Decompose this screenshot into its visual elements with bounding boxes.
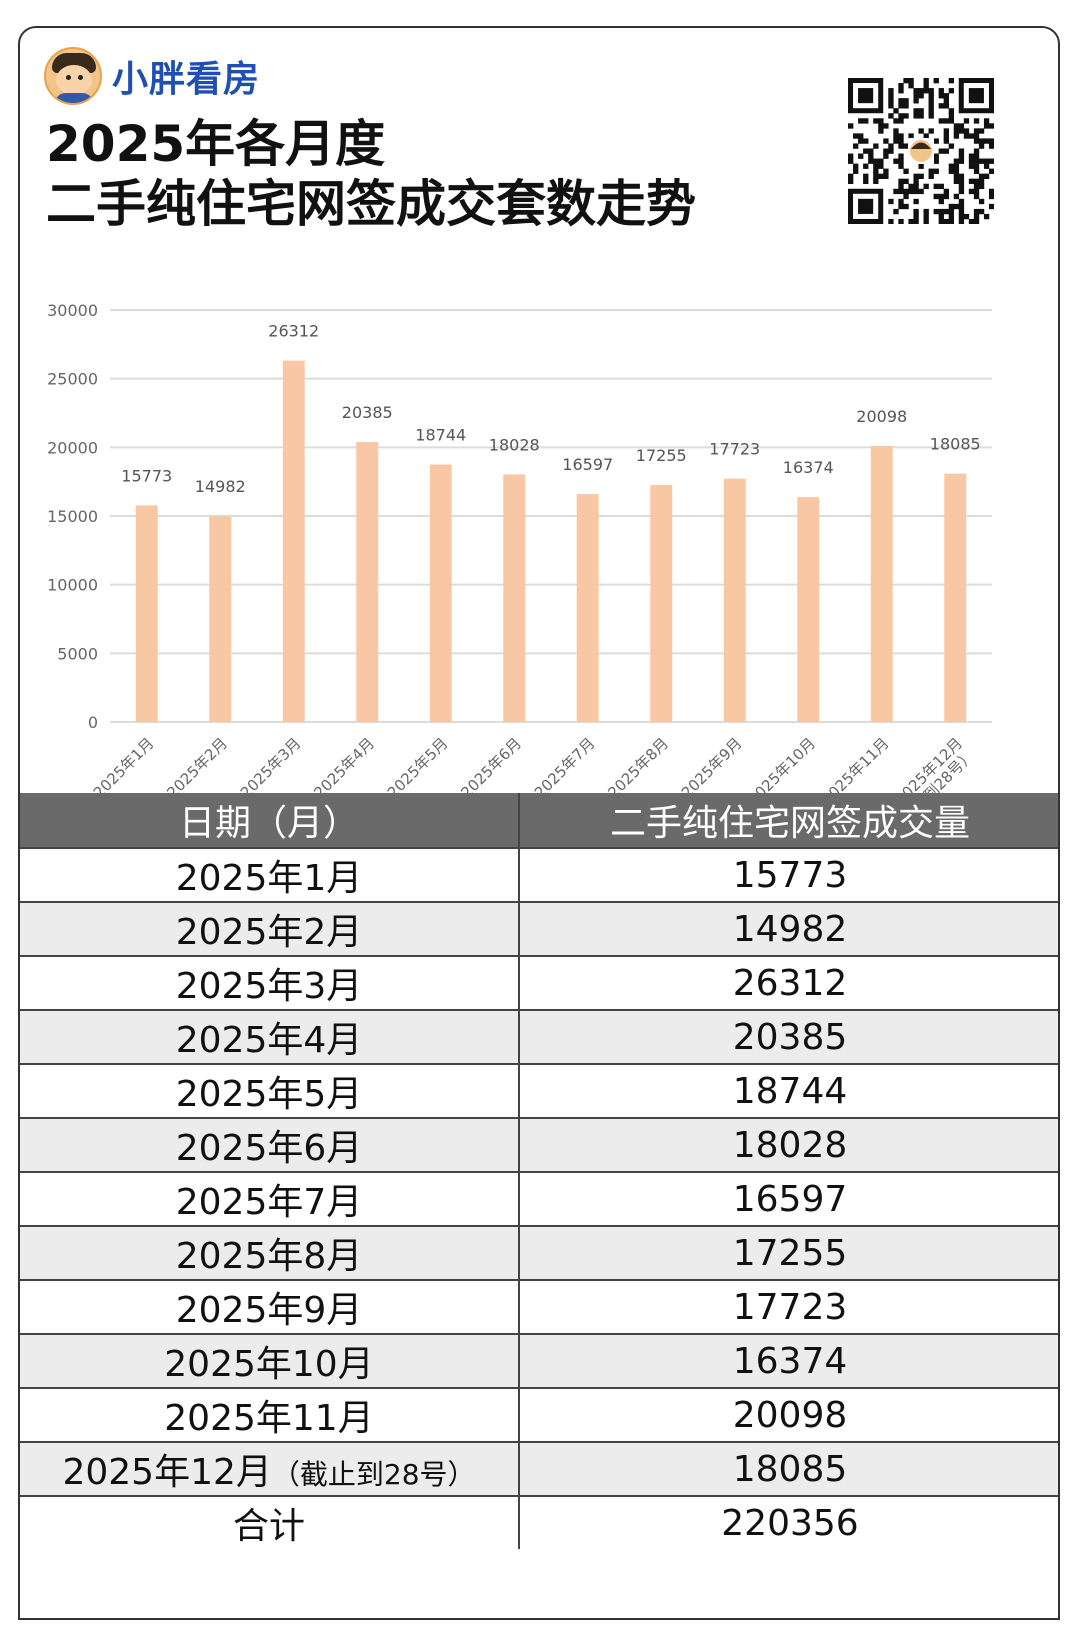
data-label: 18744 [415, 426, 466, 445]
table-row: 2025年1月 15773 [20, 847, 1058, 902]
table-row: 2025年3月 26312 [20, 955, 1058, 1010]
data-label: 17255 [636, 446, 687, 465]
bar [356, 442, 379, 722]
y-tick-label: 20000 [47, 438, 98, 457]
x-tick-label: 2025年12月（截止到28号） [876, 734, 978, 798]
table-row: 2025年11月 20098 [20, 1387, 1058, 1442]
value-cell: 18744 [519, 1063, 1058, 1118]
x-tick-label: 2025年4月 [310, 734, 378, 798]
y-tick-label: 5000 [57, 644, 98, 663]
y-tick-label: 30000 [47, 301, 98, 320]
total-value: 220356 [519, 1495, 1058, 1549]
table-row: 2025年10月 16374 [20, 1333, 1058, 1388]
x-tick-label: 2025年5月 [384, 734, 452, 798]
month-cell: 2025年8月 [20, 1225, 520, 1280]
table-row: 2025年8月 17255 [20, 1225, 1058, 1280]
value-cell: 16374 [519, 1333, 1058, 1388]
table-row: 2025年7月 16597 [20, 1171, 1058, 1226]
total-label: 合计 [20, 1495, 520, 1549]
y-tick-label: 25000 [47, 370, 98, 389]
data-label: 26312 [268, 322, 319, 341]
month-cell: 2025年6月 [20, 1117, 520, 1172]
data-label: 18085 [930, 435, 981, 454]
month-cell: 2025年2月 [20, 901, 520, 956]
value-cell: 20098 [519, 1387, 1058, 1442]
data-label: 18028 [489, 435, 540, 454]
brand: 小胖看房 [44, 46, 260, 106]
month-cell: 2025年1月 [20, 847, 520, 902]
table-header-row: 日期（月） 二手纯住宅网签成交量 [20, 793, 1058, 848]
x-tick-label: 2025年3月 [237, 734, 305, 798]
month-cell: 2025年11月 [20, 1387, 520, 1442]
x-tick-label: 2025年8月 [604, 734, 672, 798]
data-label: 20385 [342, 403, 393, 422]
value-cell: 20385 [519, 1009, 1058, 1064]
value-cell: 26312 [519, 955, 1058, 1010]
brand-name: 小胖看房 [112, 59, 261, 100]
bar [650, 485, 673, 722]
bar [797, 497, 820, 722]
month-cell: 2025年5月 [20, 1063, 520, 1118]
title-line-2: 二手纯住宅网签成交套数走势 [46, 175, 696, 233]
bar [723, 478, 746, 722]
data-label: 20098 [856, 407, 907, 426]
bar [209, 516, 232, 722]
data-label: 14982 [195, 477, 246, 496]
bar [503, 474, 526, 722]
data-label: 16374 [783, 458, 834, 477]
value-cell: 18028 [519, 1117, 1058, 1172]
qr-code-icon [848, 78, 994, 224]
page-title: 2025年各月度 二手纯住宅网签成交套数走势 [46, 114, 696, 234]
x-tick-label: 2025年10月 [745, 734, 819, 798]
table-row: 2025年5月 18744 [20, 1063, 1058, 1118]
value-cell: 14982 [519, 901, 1058, 956]
value-cell: 17723 [519, 1279, 1058, 1334]
title-line-1: 2025年各月度 [46, 115, 386, 173]
data-label: 15773 [121, 466, 172, 485]
bar [944, 473, 967, 722]
chart-canvas: 0 5000 10000 15000 20000 25000 30000 15773 2025年… [47, 301, 992, 798]
value-cell: 18085 [519, 1441, 1058, 1496]
month-cell: 2025年7月 [20, 1171, 520, 1226]
bar [135, 505, 158, 722]
table-row: 2025年6月 18028 [20, 1117, 1058, 1172]
table-row: 2025年12月（截止到28号） 18085 [20, 1441, 1058, 1496]
bar-chart: 0 5000 10000 15000 20000 25000 30000 15773 2025年… [20, 268, 1058, 798]
table-row: 2025年4月 20385 [20, 1009, 1058, 1064]
table-row: 2025年9月 17723 [20, 1279, 1058, 1334]
total-row: 合计 220356 [20, 1495, 1058, 1549]
bar [870, 445, 893, 722]
month-cell: 2025年3月 [20, 955, 520, 1010]
data-label: 16597 [562, 455, 613, 474]
header-month: 日期（月） [20, 793, 520, 848]
x-tick-label: 2025年1月 [90, 734, 158, 798]
value-cell: 16597 [519, 1171, 1058, 1226]
x-tick-label: 2025年11月 [818, 734, 892, 798]
month-cell: 2025年4月 [20, 1009, 520, 1064]
card: 小胖看房 2025年各月度 二手纯住宅网签成交套数走势 0 5000 10000 15… [18, 26, 1060, 1620]
avatar-icon [44, 47, 102, 105]
data-table: 日期（月） 二手纯住宅网签成交量 2025年1月 15773 2025年2月 149… [20, 793, 1058, 1549]
bar [282, 360, 305, 722]
month-cell: 2025年10月 [20, 1333, 520, 1388]
x-tick-label: 2025年2月 [163, 734, 231, 798]
value-cell: 15773 [519, 847, 1058, 902]
month-cell: 2025年9月 [20, 1279, 520, 1334]
x-tick-label: 2025年7月 [531, 734, 599, 798]
y-tick-label: 10000 [47, 576, 98, 595]
table-row: 2025年2月 14982 [20, 901, 1058, 956]
data-label: 17723 [709, 440, 760, 459]
month-cell: 2025年12月（截止到28号） [20, 1441, 520, 1496]
bar [429, 464, 452, 722]
header-volume: 二手纯住宅网签成交量 [519, 793, 1058, 848]
x-tick-label: 2025年6月 [457, 734, 525, 798]
value-cell: 17255 [519, 1225, 1058, 1280]
bar [576, 494, 599, 722]
y-tick-label: 0 [88, 713, 98, 732]
y-tick-label: 15000 [47, 507, 98, 526]
x-tick-label: 2025年9月 [678, 734, 746, 798]
